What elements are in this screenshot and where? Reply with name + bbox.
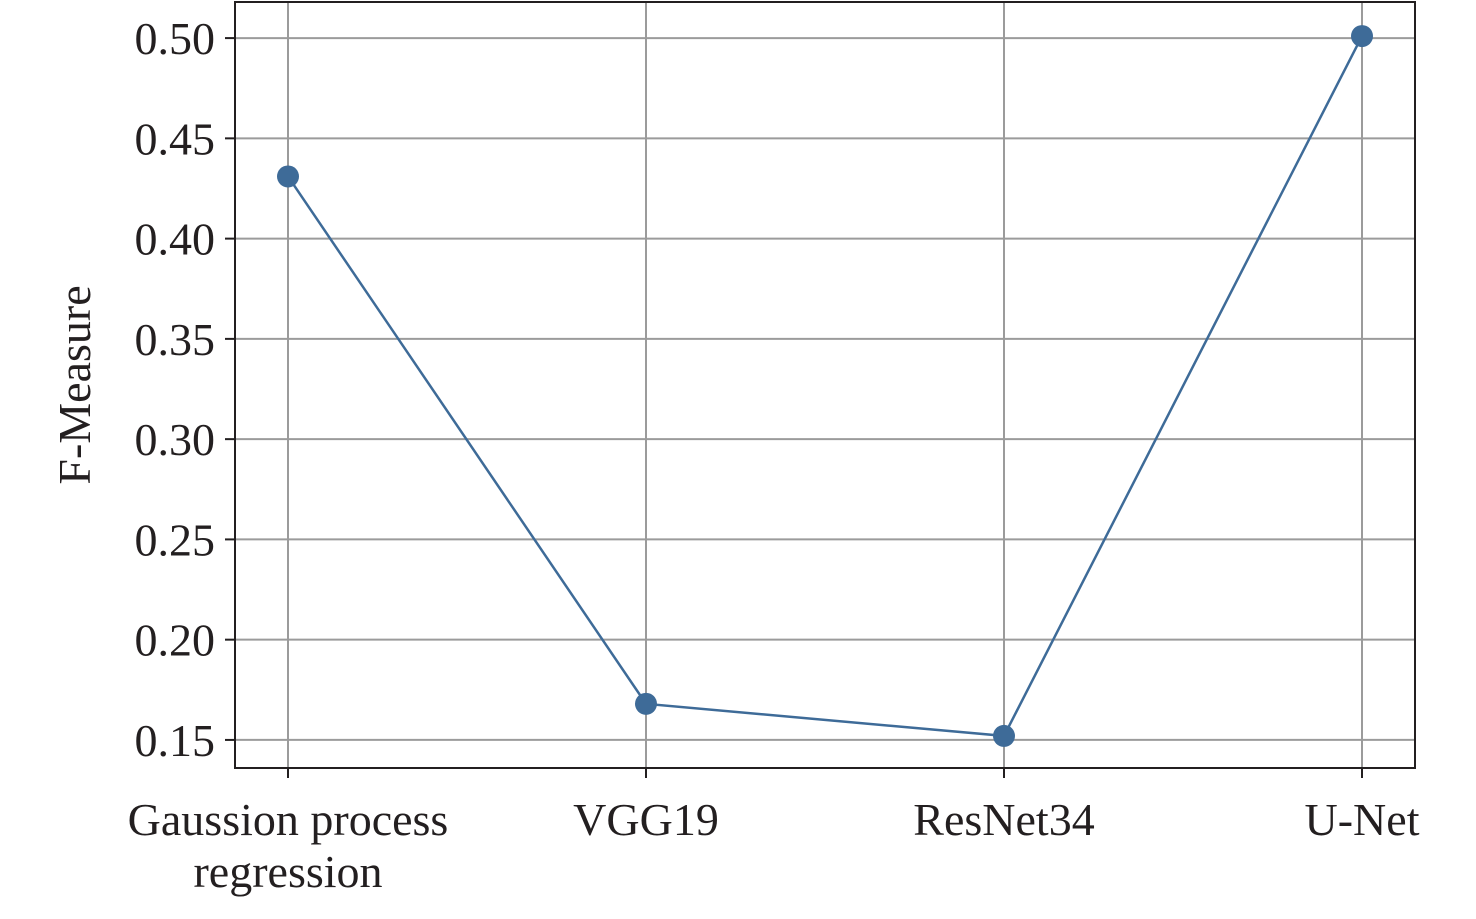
y-axis-ticks: 0.15 0.20 0.25 0.30 0.35 0.40 0.45 0.50 <box>135 13 235 766</box>
x-tick-label: U-Net <box>1305 794 1420 845</box>
y-tick-label: 0.30 <box>135 414 216 465</box>
y-tick-label: 0.25 <box>135 514 216 565</box>
data-points <box>277 25 1373 747</box>
y-tick-label: 0.20 <box>135 615 216 666</box>
y-tick-label: 0.40 <box>135 214 216 265</box>
data-point <box>635 692 657 715</box>
grid-lines <box>235 2 1415 768</box>
x-tick-label: ResNet34 <box>913 794 1094 845</box>
y-tick-label: 0.45 <box>135 113 216 164</box>
y-axis-title: F-Measure <box>49 285 100 484</box>
x-tick-label: Gaussion process <box>128 794 449 845</box>
series-line <box>286 35 1364 738</box>
y-tick-label: 0.50 <box>135 13 216 64</box>
data-point <box>993 724 1015 747</box>
data-point <box>277 165 299 188</box>
y-tick-label: 0.15 <box>135 715 216 766</box>
x-tick-label: VGG19 <box>573 794 719 845</box>
plot-frame <box>234 1 1416 769</box>
y-tick-label: 0.35 <box>135 314 216 365</box>
data-point <box>1351 25 1373 48</box>
x-tick-label: regression <box>193 846 382 897</box>
